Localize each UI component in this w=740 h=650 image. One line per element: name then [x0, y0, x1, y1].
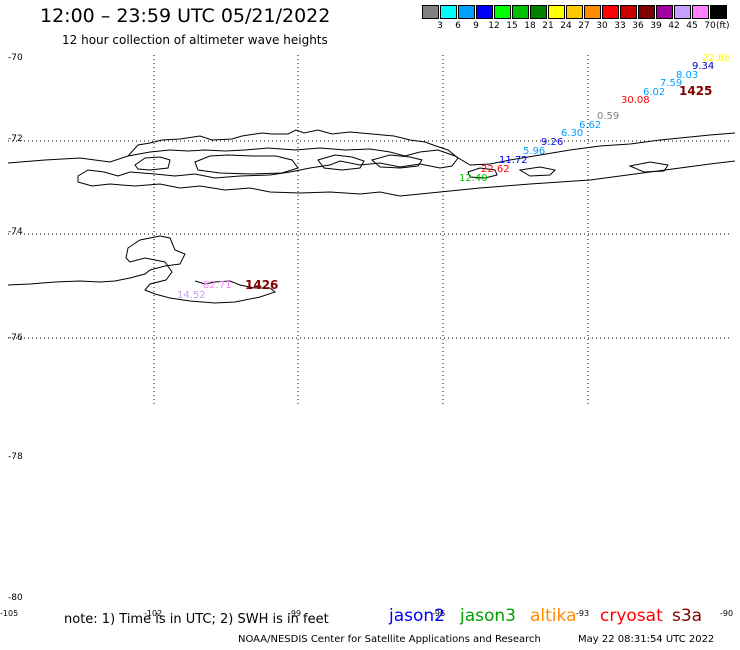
- wave-height-label: 6.02: [643, 87, 665, 98]
- wave-height-label: 22.86: [702, 53, 731, 64]
- wave-height-label: 8.03: [676, 70, 698, 81]
- color-scale-unit: (ft): [716, 21, 730, 31]
- color-scale-tick-label: 12: [488, 21, 500, 31]
- time-marker: 1426: [245, 278, 278, 292]
- color-scale-swatch: [620, 5, 637, 19]
- color-scale-swatch: [710, 5, 727, 19]
- color-scale-tick-label: 39: [650, 21, 662, 31]
- color-scale-swatch: [494, 5, 511, 19]
- color-scale-swatch: [638, 5, 655, 19]
- coastline-peninsula: [7, 129, 736, 197]
- coastline: [7, 129, 736, 304]
- satellite-legend-altika: altika: [530, 606, 577, 626]
- color-scale-tick-label: 3: [437, 21, 443, 31]
- color-scale-swatch: [512, 5, 529, 19]
- time-marker: 1425: [679, 84, 712, 98]
- color-scale-tick-label: 42: [668, 21, 680, 31]
- lat-label: -74: [8, 227, 23, 237]
- color-scale-tick-label: 18: [524, 21, 536, 31]
- wave-height-label: 30.08: [621, 95, 650, 106]
- wave-height-label: 9.34: [692, 61, 714, 72]
- time-markers: 1425 1426: [245, 84, 712, 292]
- color-scale-tick-label: 24: [560, 21, 572, 31]
- color-scale-tick-label: 45: [686, 21, 698, 31]
- longitude-labels: -105 -102 -99 -96 -93 -90: [0, 609, 733, 618]
- lon-label: -96: [432, 609, 445, 618]
- wave-height-labels: 22.86 9.34 8.03 7.59 6.02 30.08 0.59 6.6…: [177, 53, 731, 301]
- color-scale-legend: 3 6 9 12 15 18 21 24 27 30 33 36 39 42 45 70: [422, 5, 728, 31]
- map-title: 12:00 – 23:59 UTC 05/21/2022: [40, 5, 331, 27]
- wave-height-label: 14.52: [177, 290, 206, 301]
- wave-height-label: 7.59: [660, 78, 682, 89]
- coastline-island: [467, 167, 498, 179]
- color-scale-swatch: [458, 5, 475, 19]
- color-scale-swatch: [440, 5, 457, 19]
- color-scale-tick-label: 33: [614, 21, 626, 31]
- coastline-island: [134, 156, 171, 171]
- color-scale-swatch: [476, 5, 493, 19]
- color-scale-tick-label: 70: [704, 21, 716, 31]
- satellite-legend-s3a: s3a: [672, 606, 703, 626]
- footer-timestamp: May 22 08:31:54 UTC 2022: [578, 634, 715, 645]
- graticule: [8, 55, 732, 405]
- coastline-island: [518, 166, 557, 177]
- color-scale-tick-label: 36: [632, 21, 644, 31]
- color-scale-swatch: [548, 5, 565, 19]
- lat-label: -70: [8, 53, 23, 63]
- color-scale-swatch: [674, 5, 691, 19]
- color-scale-swatch: [602, 5, 619, 19]
- satellite-legend-cryosat: cryosat: [600, 606, 663, 626]
- coastline-island: [194, 154, 299, 175]
- latitude-labels: -70 -72 -74 -76 -78 -80: [8, 53, 23, 603]
- color-scale-labels: 3 6 9 12 15 18 21 24 27 30 33 36 39 42 45 70: [422, 19, 728, 31]
- legend-note: note: 1) Time is in UTC; 2) SWH is in fe…: [64, 612, 329, 627]
- color-scale-tick-label: 9: [473, 21, 479, 31]
- wave-height-label: 11.72: [499, 155, 528, 166]
- coastline-southern: [7, 235, 277, 304]
- color-scale-tick-label: 30: [596, 21, 608, 31]
- color-scale-swatch: [584, 5, 601, 19]
- lon-label: -102: [144, 609, 162, 618]
- wave-height-label: 5.96: [523, 146, 545, 157]
- lat-label: -78: [8, 452, 23, 462]
- color-scale-swatch: [566, 5, 583, 19]
- wave-height-label: 6.62: [579, 120, 601, 131]
- wave-height-label: 12.40: [459, 173, 488, 184]
- color-scale-swatch: [656, 5, 673, 19]
- color-scale-tick-label: 15: [506, 21, 518, 31]
- map-subtitle: 12 hour collection of altimeter wave hei…: [62, 33, 328, 47]
- lon-label: -105: [0, 609, 18, 618]
- coastline-inner-ice-shelf: [127, 132, 736, 166]
- color-scale-tick-label: 21: [542, 21, 554, 31]
- wave-height-label: 6.30: [561, 128, 583, 139]
- color-scale-tick-label: 27: [578, 21, 590, 31]
- color-scale-tick-label: 6: [455, 21, 461, 31]
- color-scale-swatches: [422, 5, 728, 19]
- lat-label: -80: [8, 593, 23, 603]
- lon-label: -90: [720, 609, 733, 618]
- color-scale-swatch: [692, 5, 709, 19]
- color-scale-swatch: [422, 5, 439, 19]
- wave-height-label: 0.59: [597, 111, 619, 122]
- coastline-island: [628, 161, 669, 173]
- wave-height-label: 82.71: [203, 280, 232, 291]
- wave-height-label: 22.62: [481, 164, 510, 175]
- satellite-legend-jason3: jason3: [460, 606, 516, 626]
- lat-label: -76: [8, 333, 23, 343]
- lon-label: -93: [576, 609, 589, 618]
- footer-credit: NOAA/NESDIS Center for Satellite Applica…: [238, 634, 541, 645]
- coastline-island: [317, 154, 365, 171]
- lon-label: -99: [288, 609, 301, 618]
- coastline-island: [370, 154, 423, 169]
- satellite-legend-jason2: jason2: [389, 606, 445, 626]
- lat-label: -72: [8, 134, 23, 144]
- color-scale-swatch: [530, 5, 547, 19]
- wave-height-label: 9.26: [541, 137, 563, 148]
